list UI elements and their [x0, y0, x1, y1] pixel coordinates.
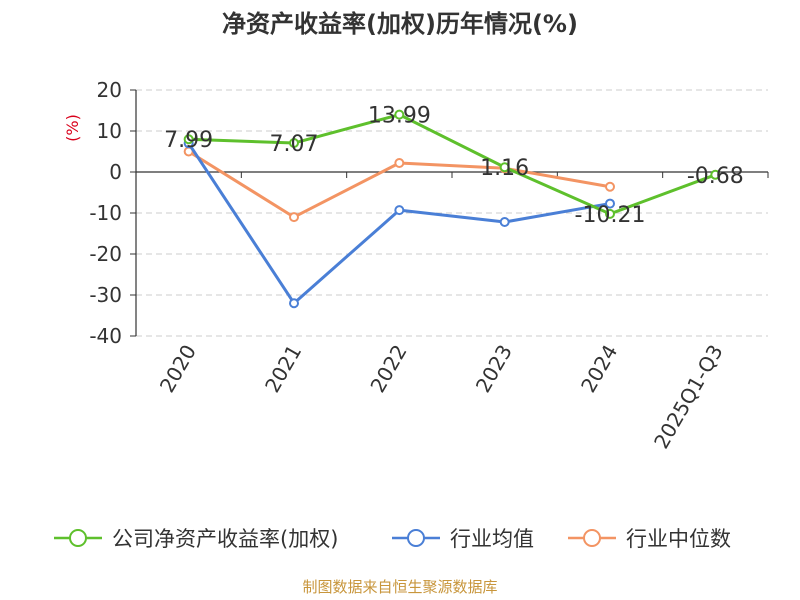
data-point: [710, 169, 721, 180]
legend-marker: [407, 529, 425, 547]
legend: 公司净资产收益率(加权) 行业均值 行业中位数: [54, 527, 731, 551]
data-label: 13.99: [368, 104, 431, 129]
data-point: [183, 134, 194, 145]
grid-lines: [136, 89, 768, 337]
x-tick-label: 2023: [471, 341, 517, 397]
x-tick-label: 2024: [576, 341, 622, 397]
y-tick-label: 0: [109, 160, 122, 184]
data-point: [605, 198, 615, 209]
y-tick-labels: 20 10 0 -10 -20 -30 -40: [89, 78, 122, 348]
y-tick-label: -30: [89, 283, 122, 307]
data-point: [394, 205, 405, 216]
data-point: [499, 217, 510, 228]
data-point: [289, 298, 299, 309]
y-axis-label: (%): [63, 114, 82, 142]
data-labels: 7.99 7.07 13.99 1.16 -10.21 -0.68: [164, 104, 744, 228]
axes: [130, 89, 769, 337]
y-tick-label: 20: [97, 78, 122, 102]
data-point: [499, 162, 510, 173]
x-tick-label: 2022: [365, 341, 411, 397]
data-point: [394, 157, 405, 168]
x-tick-labels: 2020 2021 2022 2023 2024 2025Q1-Q3: [155, 341, 728, 453]
data-label: 1.16: [480, 156, 529, 181]
legend-marker: [583, 529, 601, 547]
series-group: [183, 109, 721, 309]
x-tick-label: 2021: [260, 341, 306, 397]
x-tick-label: 2025Q1-Q3: [649, 341, 728, 453]
data-point: [394, 109, 405, 120]
legend-label: 行业中位数: [626, 527, 731, 551]
y-tick-label: 10: [97, 119, 122, 143]
legend-label: 公司净资产收益率(加权): [112, 527, 338, 551]
legend-label: 行业均值: [450, 527, 534, 551]
data-point: [289, 138, 299, 149]
data-point: [289, 212, 299, 223]
data-label: -0.68: [687, 164, 744, 189]
data-point: [605, 181, 615, 192]
data-label: 7.07: [270, 132, 319, 157]
x-tick-label: 2020: [155, 341, 201, 397]
data-point: [605, 208, 615, 219]
series-line: [188, 113, 716, 216]
chart-title: 净资产收益率(加权)历年情况(%): [222, 10, 578, 38]
legend-marker: [69, 529, 87, 547]
y-tick-label: -20: [89, 242, 122, 266]
source-note: 制图数据来自恒生聚源数据库: [302, 578, 497, 596]
data-label: 7.99: [164, 128, 213, 153]
y-tick-label: -10: [89, 201, 122, 225]
data-label: -10.21: [575, 203, 646, 228]
y-tick-label: -40: [89, 324, 122, 348]
